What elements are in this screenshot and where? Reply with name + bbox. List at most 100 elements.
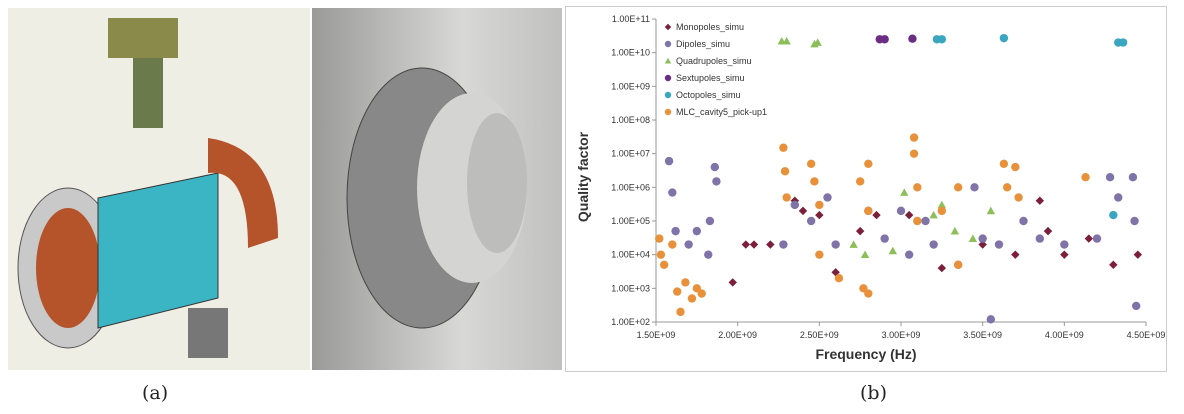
point xyxy=(1060,240,1069,249)
point xyxy=(1011,250,1020,259)
legend-marker xyxy=(664,23,672,31)
legend-label: Sextupoles_simu xyxy=(676,73,745,83)
point xyxy=(1128,172,1138,182)
point xyxy=(855,226,865,236)
point xyxy=(908,34,917,43)
bracket xyxy=(133,58,163,128)
point xyxy=(860,250,870,259)
figure-a-photo xyxy=(312,8,562,370)
point xyxy=(655,234,664,243)
point xyxy=(864,206,873,216)
cylinder xyxy=(97,172,219,329)
point xyxy=(823,193,832,202)
point xyxy=(950,226,960,235)
y-tick-label: 1.00E+04 xyxy=(611,250,650,260)
point xyxy=(986,206,996,215)
y-tick-label: 1.00E+07 xyxy=(611,149,650,159)
caption: (b) xyxy=(860,382,887,404)
point xyxy=(937,263,947,273)
point xyxy=(749,240,759,249)
point xyxy=(815,200,824,210)
x-tick-label: 3.50E+09 xyxy=(963,330,1002,340)
figure-a xyxy=(8,8,310,370)
point xyxy=(1060,250,1069,259)
legend-marker xyxy=(664,108,672,116)
point xyxy=(849,240,858,248)
point xyxy=(1035,234,1045,243)
point xyxy=(968,234,978,242)
point xyxy=(1019,216,1028,226)
point xyxy=(710,162,719,172)
point xyxy=(999,33,1009,43)
point xyxy=(855,177,865,186)
y-axis-title: Quality factor xyxy=(575,131,591,222)
point xyxy=(1084,234,1094,243)
point xyxy=(904,250,914,259)
point xyxy=(872,210,881,220)
point xyxy=(913,183,922,192)
point xyxy=(790,200,800,210)
cad-drawing xyxy=(17,18,278,358)
point xyxy=(705,216,715,226)
point xyxy=(1130,216,1139,226)
x-tick-label: 2.50E+09 xyxy=(800,330,839,340)
point xyxy=(780,167,790,176)
point xyxy=(953,260,963,270)
point xyxy=(896,206,906,216)
caption: (a) xyxy=(142,382,169,404)
point xyxy=(1109,210,1118,220)
point xyxy=(728,278,737,287)
point xyxy=(834,273,844,283)
x-tick-label: 4.50E+09 xyxy=(1127,330,1166,340)
point xyxy=(1105,172,1115,182)
y-tick-label: 1.00E+03 xyxy=(611,283,650,293)
y-tick-label: 1.00E+02 xyxy=(611,317,650,327)
point xyxy=(656,250,666,259)
y-tick-label: 1.00E+08 xyxy=(611,115,650,125)
point xyxy=(953,183,963,192)
legend-label: Dipoles_simu xyxy=(676,39,730,49)
point xyxy=(994,240,1004,249)
y-tick-label: 1.00E+05 xyxy=(611,216,650,226)
point xyxy=(929,210,938,219)
point xyxy=(813,38,822,46)
point xyxy=(1014,193,1023,202)
point xyxy=(864,159,873,169)
point xyxy=(704,250,713,259)
point xyxy=(986,315,996,324)
point xyxy=(668,240,677,249)
point xyxy=(806,216,816,226)
point xyxy=(937,35,947,44)
legend-label: Monopoles_simu xyxy=(676,22,744,32)
point xyxy=(864,289,873,298)
legend-label: Octopoles_simu xyxy=(676,90,741,100)
photo xyxy=(346,67,527,329)
point xyxy=(937,200,947,209)
legend-label: MLC_cavity5_pick-up1 xyxy=(676,107,767,117)
point xyxy=(921,216,930,226)
x-tick-label: 4.00E+09 xyxy=(1045,330,1084,340)
chart: Frequency (Hz) Quality factor 1.00E+02 1.… xyxy=(565,6,1167,372)
point xyxy=(798,206,808,216)
x-tick-label: 2.00E+09 xyxy=(718,330,757,340)
point xyxy=(810,177,819,186)
point xyxy=(673,287,682,296)
point xyxy=(806,159,816,169)
point xyxy=(692,226,702,236)
base xyxy=(188,308,228,358)
point xyxy=(913,216,922,226)
x-tick-label: 3.00E+09 xyxy=(882,330,921,340)
mount xyxy=(108,18,178,58)
point xyxy=(668,188,677,197)
point xyxy=(999,159,1009,169)
copper xyxy=(36,208,100,328)
point xyxy=(697,289,706,298)
point xyxy=(904,210,914,220)
point xyxy=(1035,196,1045,205)
legend-marker xyxy=(664,74,672,82)
point xyxy=(1011,162,1020,172)
point xyxy=(937,206,947,216)
point xyxy=(1132,301,1141,311)
copper-right xyxy=(208,138,278,248)
point xyxy=(880,234,889,243)
